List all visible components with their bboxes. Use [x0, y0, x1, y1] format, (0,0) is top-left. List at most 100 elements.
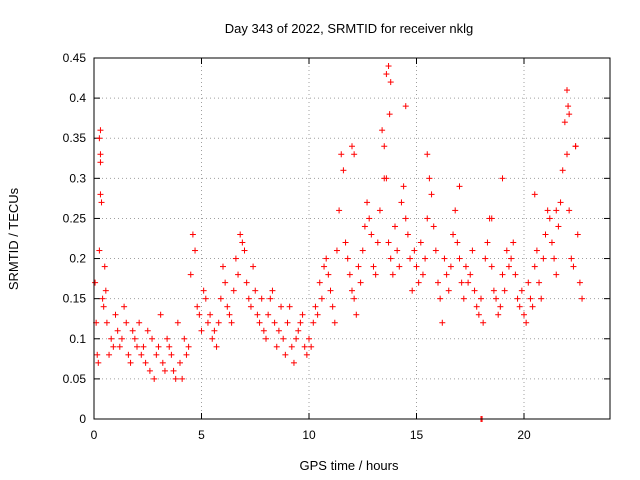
data-point [129, 327, 136, 334]
data-point [355, 263, 362, 270]
data-point [192, 247, 199, 254]
data-point [576, 279, 583, 286]
data-point [98, 199, 105, 206]
data-point [503, 247, 510, 254]
grid-lines [94, 58, 610, 419]
data-point [407, 255, 414, 262]
data-point [106, 351, 113, 358]
data-point [286, 303, 293, 310]
data-point [247, 303, 254, 310]
data-point [149, 335, 156, 342]
x-tick-label: 0 [91, 428, 98, 442]
data-point [508, 255, 515, 262]
data-point [349, 287, 355, 294]
data-point [402, 103, 409, 110]
data-point [441, 255, 448, 262]
data-point [415, 279, 422, 286]
data-point [213, 343, 220, 350]
data-point [370, 263, 377, 270]
data-point [495, 311, 502, 318]
y-tick-label: 0 [79, 412, 86, 426]
data-point [312, 303, 319, 310]
data-point [572, 143, 579, 150]
data-point [153, 351, 160, 358]
data-point [426, 175, 433, 182]
data-point [473, 303, 480, 310]
data-point [170, 367, 177, 374]
data-point [237, 231, 244, 238]
data-point [413, 263, 420, 270]
data-point [181, 335, 188, 342]
data-point [465, 279, 472, 286]
data-point [260, 327, 267, 334]
data-point [527, 295, 534, 302]
data-point [443, 271, 450, 278]
data-point [385, 239, 392, 246]
data-point [336, 207, 343, 214]
data-point [94, 351, 101, 358]
data-point [471, 287, 478, 294]
data-point [252, 287, 259, 294]
data-point [265, 311, 272, 318]
data-point [379, 127, 386, 134]
data-point [273, 343, 280, 350]
data-point [118, 335, 125, 342]
data-point [161, 367, 168, 374]
data-point [553, 207, 560, 214]
data-point [301, 343, 308, 350]
data-point [121, 303, 128, 310]
data-point [299, 311, 306, 318]
data-point [108, 335, 115, 342]
data-point [207, 311, 214, 318]
data-point [424, 215, 431, 222]
data-point [566, 111, 573, 118]
data-point [497, 303, 504, 310]
data-point [523, 319, 530, 326]
data-point [447, 263, 454, 270]
data-point [256, 319, 263, 326]
data-point [516, 303, 523, 310]
data-point [467, 271, 474, 278]
data-point [396, 263, 403, 270]
data-point [136, 319, 143, 326]
data-point [544, 207, 551, 214]
data-point [306, 335, 312, 342]
y-tick-label: 0.2 [69, 252, 86, 266]
data-point [340, 167, 347, 174]
data-point [224, 303, 231, 310]
data-point [308, 343, 315, 350]
data-point [138, 351, 145, 358]
data-point [518, 287, 525, 294]
data-point [131, 335, 138, 342]
data-point [222, 279, 229, 286]
data-point [566, 207, 573, 214]
data-point [239, 239, 246, 246]
data-point [454, 239, 461, 246]
data-points [92, 63, 586, 422]
data-point [241, 247, 248, 254]
data-point [172, 375, 179, 382]
data-point [329, 303, 336, 310]
data-point [114, 327, 121, 334]
data-point [488, 215, 495, 222]
data-point [123, 319, 130, 326]
data-point [314, 311, 321, 318]
data-point [168, 351, 175, 358]
data-point [164, 335, 171, 342]
data-point [267, 295, 274, 302]
data-point [499, 271, 506, 278]
data-point [217, 295, 224, 302]
data-point [232, 255, 239, 262]
data-point [198, 327, 205, 334]
data-point [422, 255, 429, 262]
data-point [392, 223, 398, 230]
data-point [574, 231, 581, 238]
data-point [282, 351, 289, 358]
data-point [409, 287, 416, 294]
data-point [331, 319, 338, 326]
data-point [97, 191, 104, 198]
data-point [166, 343, 173, 350]
data-point [353, 311, 360, 318]
data-point [493, 295, 500, 302]
